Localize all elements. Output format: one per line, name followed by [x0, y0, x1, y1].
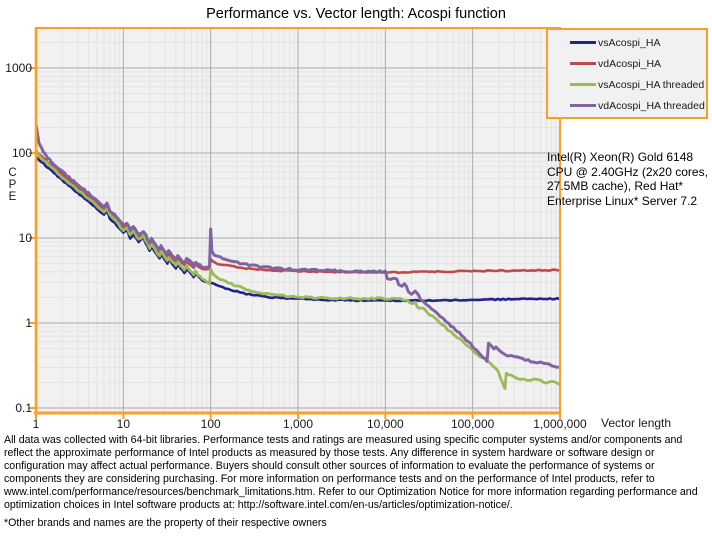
y-axis-title: CPE	[8, 167, 17, 203]
axis-frame	[29, 27, 561, 419]
x-tick-label-10: 10	[116, 417, 130, 431]
x-tick-label-1,000,000: 1,000,000	[533, 417, 587, 431]
legend-item-vsAcospi_HA-threaded: vsAcospi_HA threaded	[548, 74, 706, 95]
legend-line-swatch	[570, 61, 596, 66]
y-tick-label-1000: 1000	[5, 61, 32, 75]
chart-title: Performance vs. Vector length: Acospi fu…	[206, 6, 506, 22]
legend-line-swatch	[570, 40, 596, 45]
system-info-text: Intel(R) Xeon(R) Gold 6148 CPU @ 2.40GHz…	[547, 150, 708, 208]
series-line-vdAcospi_HA	[36, 149, 560, 274]
legend-item-vdAcospi_HA: vdAcospi_HA	[548, 53, 706, 74]
series-line-vsAcospi_HA-threaded	[36, 151, 560, 390]
series-line-vdAcospi_HA-threaded	[36, 123, 560, 369]
footnote-text: *Other brands and names are the property…	[4, 517, 327, 529]
y-tick-label-100: 100	[11, 146, 32, 160]
series-lines	[36, 123, 560, 390]
major-gridlines	[36, 28, 560, 413]
series-line-vsAcospi_HA	[36, 155, 560, 303]
x-tick-label-100,000: 100,000	[450, 417, 495, 431]
x-axis-title: Vector length	[601, 416, 672, 430]
disclaimer-text: All data was collected with 64-bit libra…	[4, 434, 698, 511]
legend-line-swatch	[570, 103, 596, 108]
legend-line-swatch	[570, 82, 596, 87]
y-tick-label-10: 10	[18, 231, 32, 245]
x-tick-label-1: 1	[32, 417, 40, 431]
legend-label: vdAcospi_HA threaded	[598, 99, 705, 112]
legend-item-vsAcospi_HA: vsAcospi_HA	[548, 32, 706, 53]
y-tick-label-1: 1	[25, 316, 32, 330]
legend-item-vdAcospi_HA-threaded: vdAcospi_HA threaded	[548, 95, 706, 116]
y-tick-label-0.1: 0.1	[15, 401, 32, 415]
x-tick-label-100: 100	[200, 417, 221, 431]
legend-label: vsAcospi_HA	[598, 36, 661, 49]
legend-label: vsAcospi_HA threaded	[598, 78, 705, 91]
legend-box: vsAcospi_HA vdAcospi_HA vsAcospi_HA thread…	[546, 28, 708, 119]
x-tick-label-1,000: 1,000	[282, 417, 314, 431]
x-tick-label-10,000: 10,000	[366, 417, 404, 431]
legend-label: vdAcospi_HA	[598, 57, 662, 70]
